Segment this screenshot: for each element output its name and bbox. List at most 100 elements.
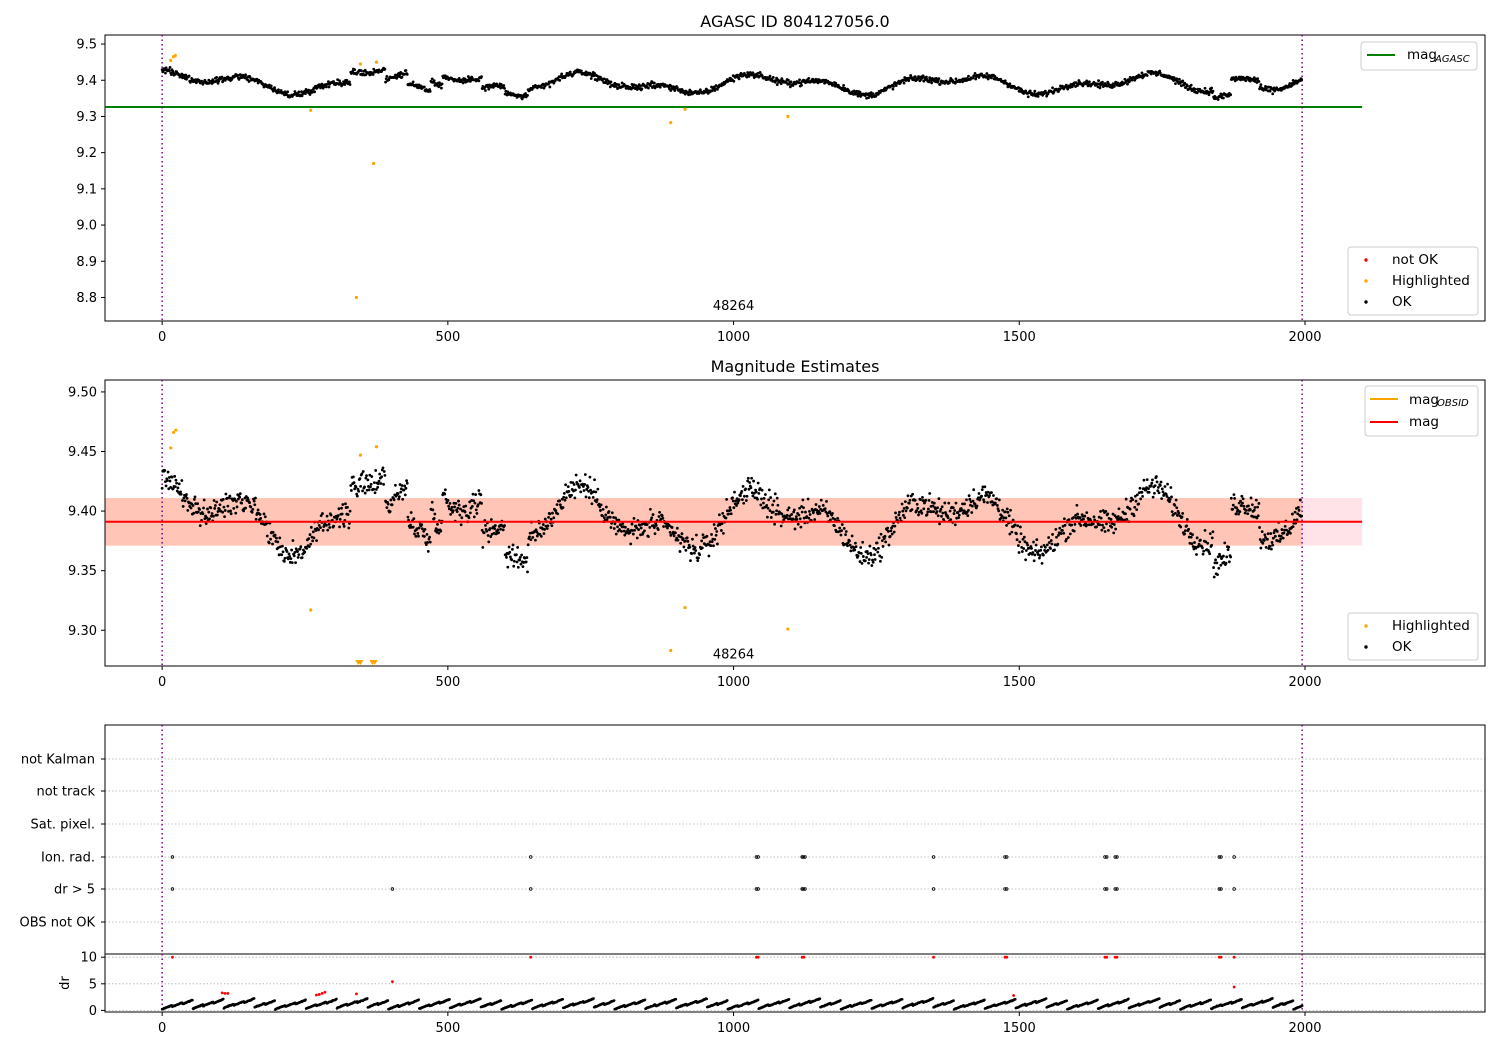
ok-point — [338, 79, 341, 83]
ok-point — [1185, 84, 1189, 88]
ok-point — [325, 523, 328, 527]
ok-point — [426, 541, 430, 544]
ok-point — [250, 510, 254, 514]
ok-point — [477, 489, 481, 492]
ok-point — [351, 475, 355, 479]
ok-point — [894, 516, 898, 519]
ok-point — [765, 515, 769, 519]
ok-point — [620, 81, 624, 85]
ok-point — [1062, 531, 1066, 535]
ok-point — [379, 482, 383, 485]
ok-point — [317, 528, 320, 532]
ok-point — [859, 546, 863, 549]
ok-point — [411, 525, 415, 529]
ok-point — [299, 545, 303, 549]
ok-point — [904, 509, 908, 513]
dr-point — [674, 997, 678, 1001]
ok-point — [1068, 532, 1072, 536]
ok-point — [608, 515, 612, 519]
y-tick-label: 5 — [89, 977, 97, 992]
ok-point — [216, 510, 220, 513]
ok-point — [169, 485, 173, 489]
highlighted-point — [374, 445, 379, 449]
ok-point — [954, 501, 958, 505]
ok-point — [661, 517, 665, 520]
ok-point — [599, 509, 602, 512]
ok-point — [459, 523, 463, 527]
ok-point — [1283, 528, 1286, 532]
ok-point — [510, 558, 514, 562]
dr-point — [252, 997, 256, 1000]
ok-point — [1000, 514, 1004, 518]
ok-point — [455, 510, 459, 514]
ok-point — [947, 501, 951, 505]
ok-point — [1181, 79, 1185, 83]
ok-point — [877, 92, 880, 96]
ok-point — [698, 553, 702, 557]
ok-point — [514, 553, 518, 557]
ok-point — [535, 534, 539, 538]
ok-point — [585, 487, 589, 491]
ok-point — [632, 516, 636, 520]
flag-point — [529, 887, 533, 891]
ok-point — [949, 518, 953, 522]
ok-point — [986, 501, 989, 504]
ok-point — [564, 496, 568, 500]
ok-point — [589, 488, 592, 492]
ok-point — [696, 556, 700, 560]
ok-point — [572, 483, 576, 486]
ok-point — [683, 92, 687, 96]
ok-point — [1040, 562, 1044, 565]
ok-point — [475, 512, 479, 515]
ok-point — [762, 501, 765, 505]
ok-point — [843, 86, 847, 90]
ok-point — [254, 496, 257, 500]
dr-point — [839, 999, 842, 1002]
ok-point — [719, 529, 723, 532]
ok-point — [1007, 514, 1011, 518]
ok-point — [1056, 542, 1060, 546]
ok-point — [861, 555, 865, 558]
ok-point — [539, 86, 543, 89]
ok-point — [560, 72, 564, 76]
ok-point — [760, 497, 763, 501]
ok-point — [578, 479, 582, 483]
ok-point — [1020, 550, 1024, 553]
ok-point — [179, 490, 182, 494]
ok-point — [1032, 559, 1036, 563]
ok-point — [1227, 560, 1231, 564]
ok-point — [464, 504, 468, 508]
ok-point — [308, 533, 312, 536]
ok-point — [1199, 538, 1202, 542]
highlighted-point — [358, 62, 363, 66]
ok-point — [595, 500, 598, 504]
ok-point — [609, 80, 613, 84]
ok-point — [658, 85, 662, 89]
y-tick-label: 9.5 — [76, 38, 97, 53]
legend-label: Highlighted — [1392, 273, 1470, 289]
ok-point — [413, 532, 416, 536]
ok-point — [822, 78, 826, 82]
flag-point — [1105, 855, 1109, 859]
ok-point — [1033, 553, 1037, 557]
ok-point — [583, 473, 587, 476]
dr-point — [417, 998, 421, 1001]
ok-point — [213, 504, 217, 507]
ok-point — [385, 506, 389, 510]
ok-point — [913, 498, 917, 502]
ok-point — [446, 499, 450, 502]
ok-point — [430, 500, 434, 504]
flag-label: OBS not OK — [20, 916, 96, 931]
ok-point — [501, 528, 505, 532]
y-tick-label: 9.30 — [68, 624, 97, 639]
flag-point — [1103, 855, 1107, 859]
obsid-annotation: 48264 — [713, 648, 754, 663]
ok-point — [808, 513, 812, 516]
ok-point — [1058, 526, 1062, 530]
flag-point — [170, 887, 175, 891]
ok-point — [728, 506, 732, 509]
ok-point — [731, 499, 735, 503]
ok-point — [292, 554, 296, 558]
ok-point — [771, 503, 775, 507]
